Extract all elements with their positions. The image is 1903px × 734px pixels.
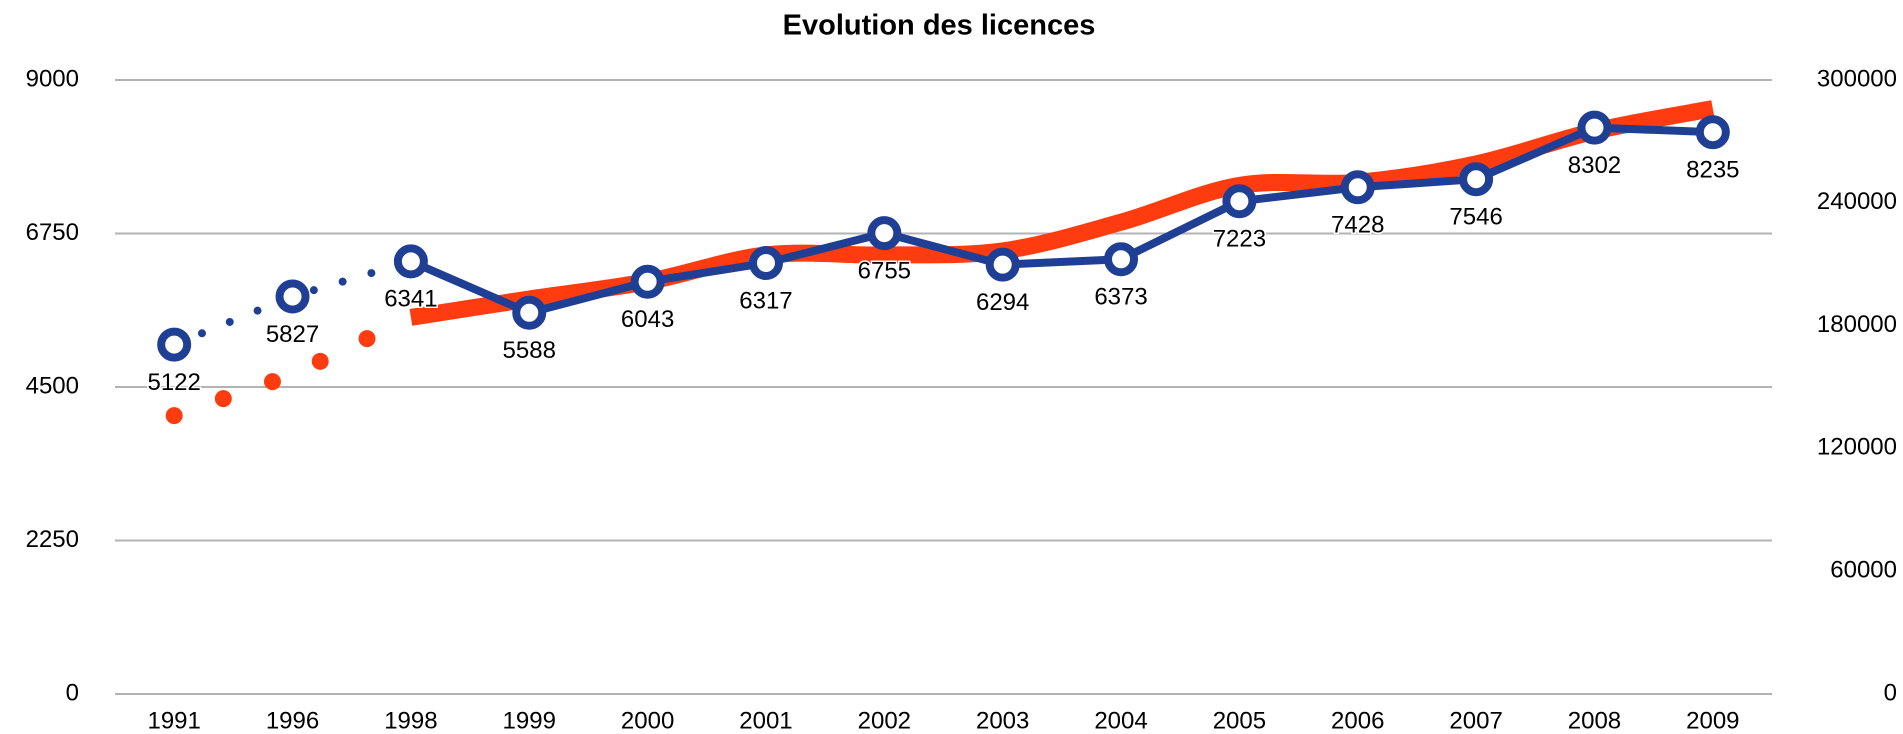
- y2-tick-label: 60000: [1830, 557, 1897, 584]
- y-tick-label: 2250: [26, 526, 79, 553]
- marker: [275, 279, 310, 314]
- data-label: 6341: [384, 286, 437, 313]
- y2-tick-label: 120000: [1817, 434, 1897, 461]
- marker: [1340, 170, 1375, 205]
- y-tick-label: 9000: [26, 65, 79, 92]
- x-tick-label: 1991: [147, 707, 200, 734]
- series-line-dotted: [170, 257, 415, 349]
- marker: [748, 246, 783, 281]
- data-label: 6043: [621, 306, 674, 333]
- marker: [1577, 110, 1612, 145]
- x-tick-label: 2007: [1449, 707, 1502, 734]
- data-label: 6317: [739, 287, 792, 314]
- data-label: 6373: [1094, 284, 1147, 311]
- data-label: 5122: [147, 369, 200, 396]
- x-tick-label: 2002: [858, 707, 911, 734]
- marker: [1104, 242, 1139, 277]
- x-tick-label: 2005: [1213, 707, 1266, 734]
- series-line-dotted: [165, 308, 420, 425]
- x-tick-label: 2008: [1568, 707, 1621, 734]
- marker: [1222, 184, 1257, 219]
- x-tick-label: 2006: [1331, 707, 1384, 734]
- x-tick-label: 1999: [503, 707, 556, 734]
- y-tick-label: 0: [66, 679, 79, 706]
- x-tick-label: 1996: [266, 707, 319, 734]
- series-line: [409, 123, 1713, 317]
- x-tick-label: 2003: [976, 707, 1029, 734]
- x-tick-label: 2009: [1686, 707, 1739, 734]
- x-tick-label: 2004: [1094, 707, 1147, 734]
- data-label: 6294: [976, 289, 1029, 316]
- data-label: 5827: [266, 321, 319, 348]
- data-label: 7546: [1449, 204, 1502, 231]
- marker: [512, 295, 547, 330]
- marker: [867, 216, 902, 251]
- marker: [630, 264, 665, 299]
- data-label: 7428: [1331, 212, 1384, 239]
- x-tick-label: 2001: [739, 707, 792, 734]
- series-line: [409, 100, 1715, 326]
- marker: [1459, 162, 1494, 197]
- marker: [985, 247, 1020, 282]
- x-tick-label: 2000: [621, 707, 674, 734]
- data-label: 8235: [1686, 157, 1739, 184]
- data-label: 5588: [503, 337, 556, 364]
- y2-tick-label: 240000: [1817, 188, 1897, 215]
- y2-tick-label: 300000: [1817, 65, 1897, 92]
- y2-tick-label: 180000: [1817, 311, 1897, 338]
- data-label: 6755: [858, 258, 911, 285]
- y2-tick-label: 0: [1884, 679, 1897, 706]
- data-label: 7223: [1213, 226, 1266, 253]
- marker: [393, 244, 428, 279]
- marker: [157, 327, 192, 362]
- marker: [1695, 115, 1730, 150]
- x-tick-label: 1998: [384, 707, 437, 734]
- y-tick-label: 4500: [26, 372, 79, 399]
- data-label: 8302: [1568, 152, 1621, 179]
- y-tick-label: 6750: [26, 219, 79, 246]
- chart-title: Evolution des licences: [783, 10, 1096, 42]
